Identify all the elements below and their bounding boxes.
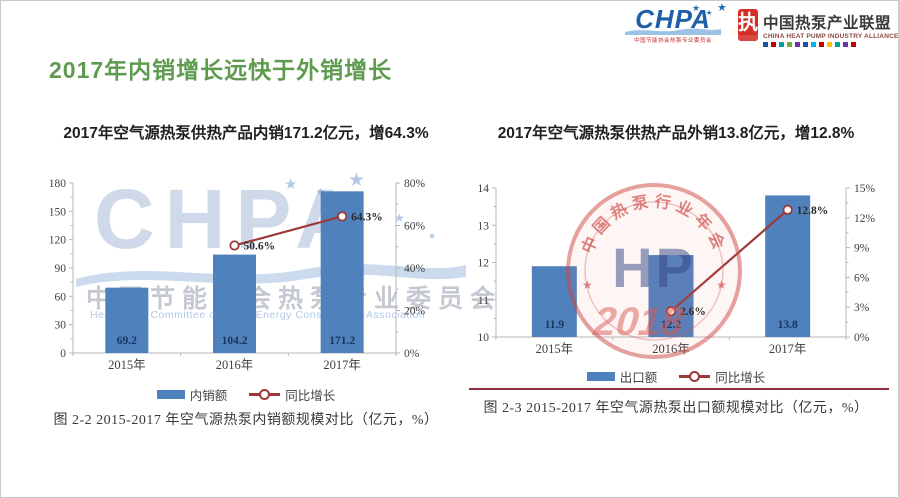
chpa-logo: ★ ★ ★ CHPA 中国节能协会热泵专业委员会 bbox=[614, 2, 732, 49]
legend-label: 同比增长 bbox=[715, 371, 766, 385]
left-axis-label: 11 bbox=[478, 295, 489, 307]
export-sales-chart: 10 11 12 13 14 0% 3% 6% 9% 12% 15% 2015年 2016年 2017年 1… bbox=[478, 183, 876, 356]
alliance-badge-icon: 执 bbox=[738, 9, 758, 41]
left-axis-label: 12 bbox=[478, 258, 490, 270]
line-marker bbox=[337, 211, 348, 222]
color-chip bbox=[811, 42, 816, 47]
export-chart-caption: 图 2-3 2015-2017 年空气源热泵出口额规模对比（亿元，%） bbox=[483, 401, 869, 416]
right-axis-label: 12% bbox=[854, 213, 876, 225]
left-axis-label: 10 bbox=[478, 332, 490, 344]
alliance-name-en: CHINA HEAT PUMP INDUSTRY ALLIANCE bbox=[763, 33, 899, 40]
page-title: 2017年内销增长远快于外销增长 bbox=[49, 57, 393, 83]
left-axis-label: 180 bbox=[49, 178, 67, 190]
bar-value-label: 171.2 bbox=[329, 335, 355, 347]
color-chip bbox=[819, 42, 824, 47]
left-axis-label: 90 bbox=[55, 263, 67, 275]
legend-line-swatch bbox=[249, 389, 281, 400]
legend-item-bar: 出口额 bbox=[586, 367, 658, 386]
domestic-chart-legend: 内销额 同比增长 bbox=[31, 385, 461, 404]
legend-label: 出口额 bbox=[619, 371, 658, 385]
growth-line bbox=[234, 215, 343, 247]
left-axis-label: 13 bbox=[478, 220, 490, 232]
bar-value-label: 12.2 bbox=[661, 319, 681, 331]
color-chip bbox=[779, 42, 784, 47]
category-label: 2016年 bbox=[216, 358, 254, 372]
legend-label: 内销额 bbox=[189, 389, 228, 403]
category-label: 2017年 bbox=[323, 358, 361, 372]
bar-value-label: 69.2 bbox=[117, 335, 137, 347]
legend-line-swatch bbox=[679, 371, 711, 382]
category-label: 2015年 bbox=[108, 358, 146, 372]
color-chip bbox=[827, 42, 832, 47]
line-value-label: 2.6% bbox=[680, 306, 706, 318]
category-label: 2017年 bbox=[769, 342, 807, 356]
color-chip bbox=[843, 42, 848, 47]
alliance-name-cn: 中国热泵产业联盟 bbox=[763, 15, 892, 32]
color-chip bbox=[851, 42, 856, 47]
domestic-sales-chart: 0 30 60 90 120 150 180 0% 20% 40% 60% 80% 2015年 2016年… bbox=[49, 178, 426, 372]
color-chip bbox=[771, 42, 776, 47]
color-chip bbox=[803, 42, 808, 47]
color-chip bbox=[835, 42, 840, 47]
category-label: 2016年 bbox=[652, 342, 690, 356]
line-value-label: 64.3% bbox=[351, 211, 383, 223]
left-axis-label: 60 bbox=[55, 291, 67, 303]
legend-item-bar: 内销额 bbox=[156, 385, 228, 404]
caption-divider bbox=[469, 388, 889, 390]
right-axis-label: 20% bbox=[404, 306, 426, 318]
chpa-logo-acronym: CHPA bbox=[635, 4, 711, 34]
export-chart-legend: 出口额 同比增长 bbox=[461, 367, 891, 386]
chpa-logo-wave-icon bbox=[625, 28, 721, 35]
legend-item-line: 同比增长 bbox=[249, 385, 335, 404]
right-axis-label: 3% bbox=[854, 302, 870, 314]
bar-value-label: 104.2 bbox=[222, 335, 248, 347]
export-chart-subtitle: 2017年空气源热泵供热产品外销13.8亿元，增12.8% bbox=[497, 125, 855, 142]
alliance-color-bars bbox=[763, 42, 898, 47]
legend-bar-swatch bbox=[156, 390, 185, 399]
left-axis-label: 0 bbox=[60, 348, 66, 360]
line-marker bbox=[782, 204, 793, 215]
color-chip bbox=[763, 42, 768, 47]
right-axis-label: 40% bbox=[404, 263, 426, 275]
bar bbox=[765, 195, 811, 337]
chpa-logo-caption: 中国节能协会热泵专业委员会 bbox=[634, 38, 712, 44]
bar bbox=[105, 287, 149, 353]
legend-item-line: 同比增长 bbox=[679, 367, 765, 386]
bar-value-label: 13.8 bbox=[778, 319, 798, 331]
domestic-chart-caption: 图 2-2 2015-2017 年空气源热泵内销额规模对比（亿元，%） bbox=[53, 413, 439, 428]
left-axis-label: 14 bbox=[478, 183, 490, 195]
domestic-chart-subtitle: 2017年空气源热泵供热产品内销171.2亿元，增64.3% bbox=[63, 125, 429, 142]
left-axis-label: 120 bbox=[49, 235, 67, 247]
legend-bar-swatch bbox=[586, 372, 615, 381]
right-axis-label: 60% bbox=[404, 221, 426, 233]
line-value-label: 12.8% bbox=[797, 205, 829, 217]
color-chip bbox=[795, 42, 800, 47]
right-axis-label: 15% bbox=[854, 183, 876, 195]
right-axis-label: 0% bbox=[404, 348, 420, 360]
alliance-logo: 执 中国热泵产业联盟 CHINA HEAT PUMP INDUSTRY ALLI… bbox=[738, 9, 898, 49]
color-chip bbox=[787, 42, 792, 47]
right-axis-label: 6% bbox=[854, 272, 870, 284]
category-label: 2015年 bbox=[536, 342, 574, 356]
line-value-label: 50.6% bbox=[244, 240, 276, 252]
left-axis-label: 150 bbox=[49, 206, 67, 218]
bar-value-label: 11.9 bbox=[545, 319, 565, 331]
right-axis-label: 0% bbox=[854, 332, 870, 344]
line-marker bbox=[665, 306, 677, 317]
right-axis-label: 9% bbox=[854, 243, 870, 255]
legend-label: 同比增长 bbox=[285, 389, 336, 403]
line-marker bbox=[229, 240, 240, 251]
left-axis-label: 30 bbox=[55, 320, 67, 332]
right-axis-label: 80% bbox=[404, 178, 426, 190]
